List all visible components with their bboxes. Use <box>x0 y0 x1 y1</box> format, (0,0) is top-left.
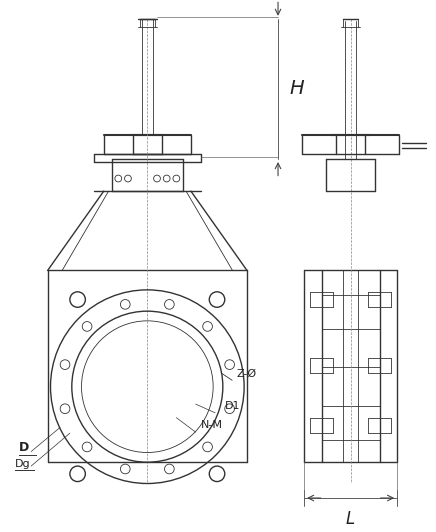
Text: Z-Ø: Z-Ø <box>236 369 256 379</box>
Text: D1: D1 <box>225 401 240 411</box>
Text: L: L <box>346 510 355 528</box>
Text: D: D <box>19 442 29 454</box>
Text: N-M: N-M <box>201 420 222 430</box>
Text: H: H <box>290 79 304 98</box>
Text: Dg: Dg <box>15 459 31 469</box>
